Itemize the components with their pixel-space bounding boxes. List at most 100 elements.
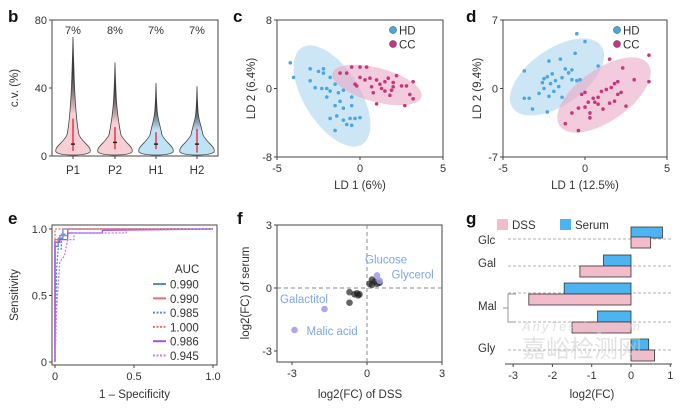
point-cc [399,84,404,88]
point-hd [334,114,339,118]
point-cc [588,111,592,115]
category-label: Gly [478,343,496,355]
point-hd [545,110,550,114]
point-cc [383,89,387,93]
point-cc [616,92,620,97]
legend-swatch-serum [560,219,571,230]
point-hd [537,91,541,96]
point-hd [563,67,568,71]
point-hd [353,116,357,121]
point-hd [558,57,563,61]
roc-curve-1 [54,228,213,362]
point-cc [404,84,409,88]
x-tick-label: P2 [108,165,122,177]
point-hd [321,67,326,71]
point-hd [344,122,349,127]
hd-ellipse [293,45,371,147]
hd-ellipse [509,38,605,116]
y-tick-label: 0 [492,84,498,96]
point-hd [540,80,545,85]
cv-annotation: 8% [107,25,123,37]
violin-H1 [138,82,174,156]
point-cc [647,79,651,84]
metabolite-label: Galactitol [280,294,328,306]
point-cc [591,96,595,101]
point-cc [563,121,568,126]
point-hd [320,86,324,91]
point-hd [328,75,332,80]
x-tick-label: P1 [66,165,80,177]
point-cc [403,103,407,108]
point-cc [604,87,609,92]
y-tick-label: 8 [266,15,272,27]
point-cc [583,90,587,95]
metabolite-point [346,288,353,296]
point-hd [556,84,561,89]
bar-dss [528,293,632,306]
point-cc [607,57,612,61]
x-axis-label: LD 1 (6%) [334,180,386,192]
point-cc [383,79,387,84]
point-hd [316,69,321,74]
point-hd [578,77,582,82]
point-cc [601,107,605,111]
point-hd [542,86,546,91]
panel-f-scatter: -3 0 3 3 0 -3 log2(FC) of DSS log2(FC) of serum… [240,220,445,401]
violin-P1 [55,36,91,156]
point-cc [349,65,354,69]
legend-auc-value: 0.990 [170,294,199,306]
point-hd [328,116,332,121]
plot-frame [51,19,219,157]
metabolite-point [346,299,353,307]
point-cc [386,76,391,81]
point-hd [575,31,579,36]
y-tick-label: 0 [41,151,47,163]
violin-H2 [179,86,215,156]
legend-marker-cc [389,40,397,48]
point-cc [609,85,614,90]
y-tick-label: 3 [266,220,272,232]
metabolite-label: Glycerol [392,270,434,282]
y-tick-label: 7 [492,15,498,27]
point-cc [596,102,600,106]
point-hd [553,78,558,83]
x-tick-label: 0 [364,368,370,380]
y-tick-label: 80 [35,15,47,27]
point-hd [583,39,587,44]
category-label: Mal [478,301,497,313]
point-cc [378,82,382,87]
panel-c-scatter: -5 0 5 8 0 -8 LD 1 (6%) LD 2 (6.4%) HD CC [246,15,446,192]
point-hd [349,123,354,128]
cv-annotation: 7% [148,25,164,37]
point-hd [522,69,527,73]
y-tick-label: 0 [266,84,272,96]
y-tick-label: 1.0 [32,224,47,236]
y-axis-label: c.v. (%) [9,69,21,107]
point-cc [596,95,600,100]
bar-dss [630,236,652,249]
bar-serum [563,282,632,295]
point-cc [593,100,597,104]
y-axis-label: LD 2 (6.4%) [246,58,258,120]
plot-frame [276,224,443,363]
x-tick-label: 1.0 [205,371,220,383]
point-hd [573,51,577,56]
point-cc [616,79,620,84]
x-tick-label: H1 [149,165,164,177]
point-hd [338,99,342,104]
point-hd [527,96,532,101]
panel-label-g: g [466,209,476,228]
legend-title: AUC [175,264,199,276]
highlight-point [321,305,328,313]
point-cc [411,96,415,101]
point-cc [391,84,396,89]
x-tick-label: -5 [498,163,508,175]
panel-e-roc: 00 0.5 0.5 1.0 1.0 1 – Specificity Sensitivity… [9,224,221,401]
y-tick-label: -8 [262,152,272,164]
point-hd [358,115,362,120]
point-cc [612,99,617,104]
roc-curve-2 [54,228,213,363]
point-hd [349,103,354,108]
x-tick-label: 0.5 [126,371,141,383]
watermark-cn: 嘉峪检测网 [522,336,642,363]
